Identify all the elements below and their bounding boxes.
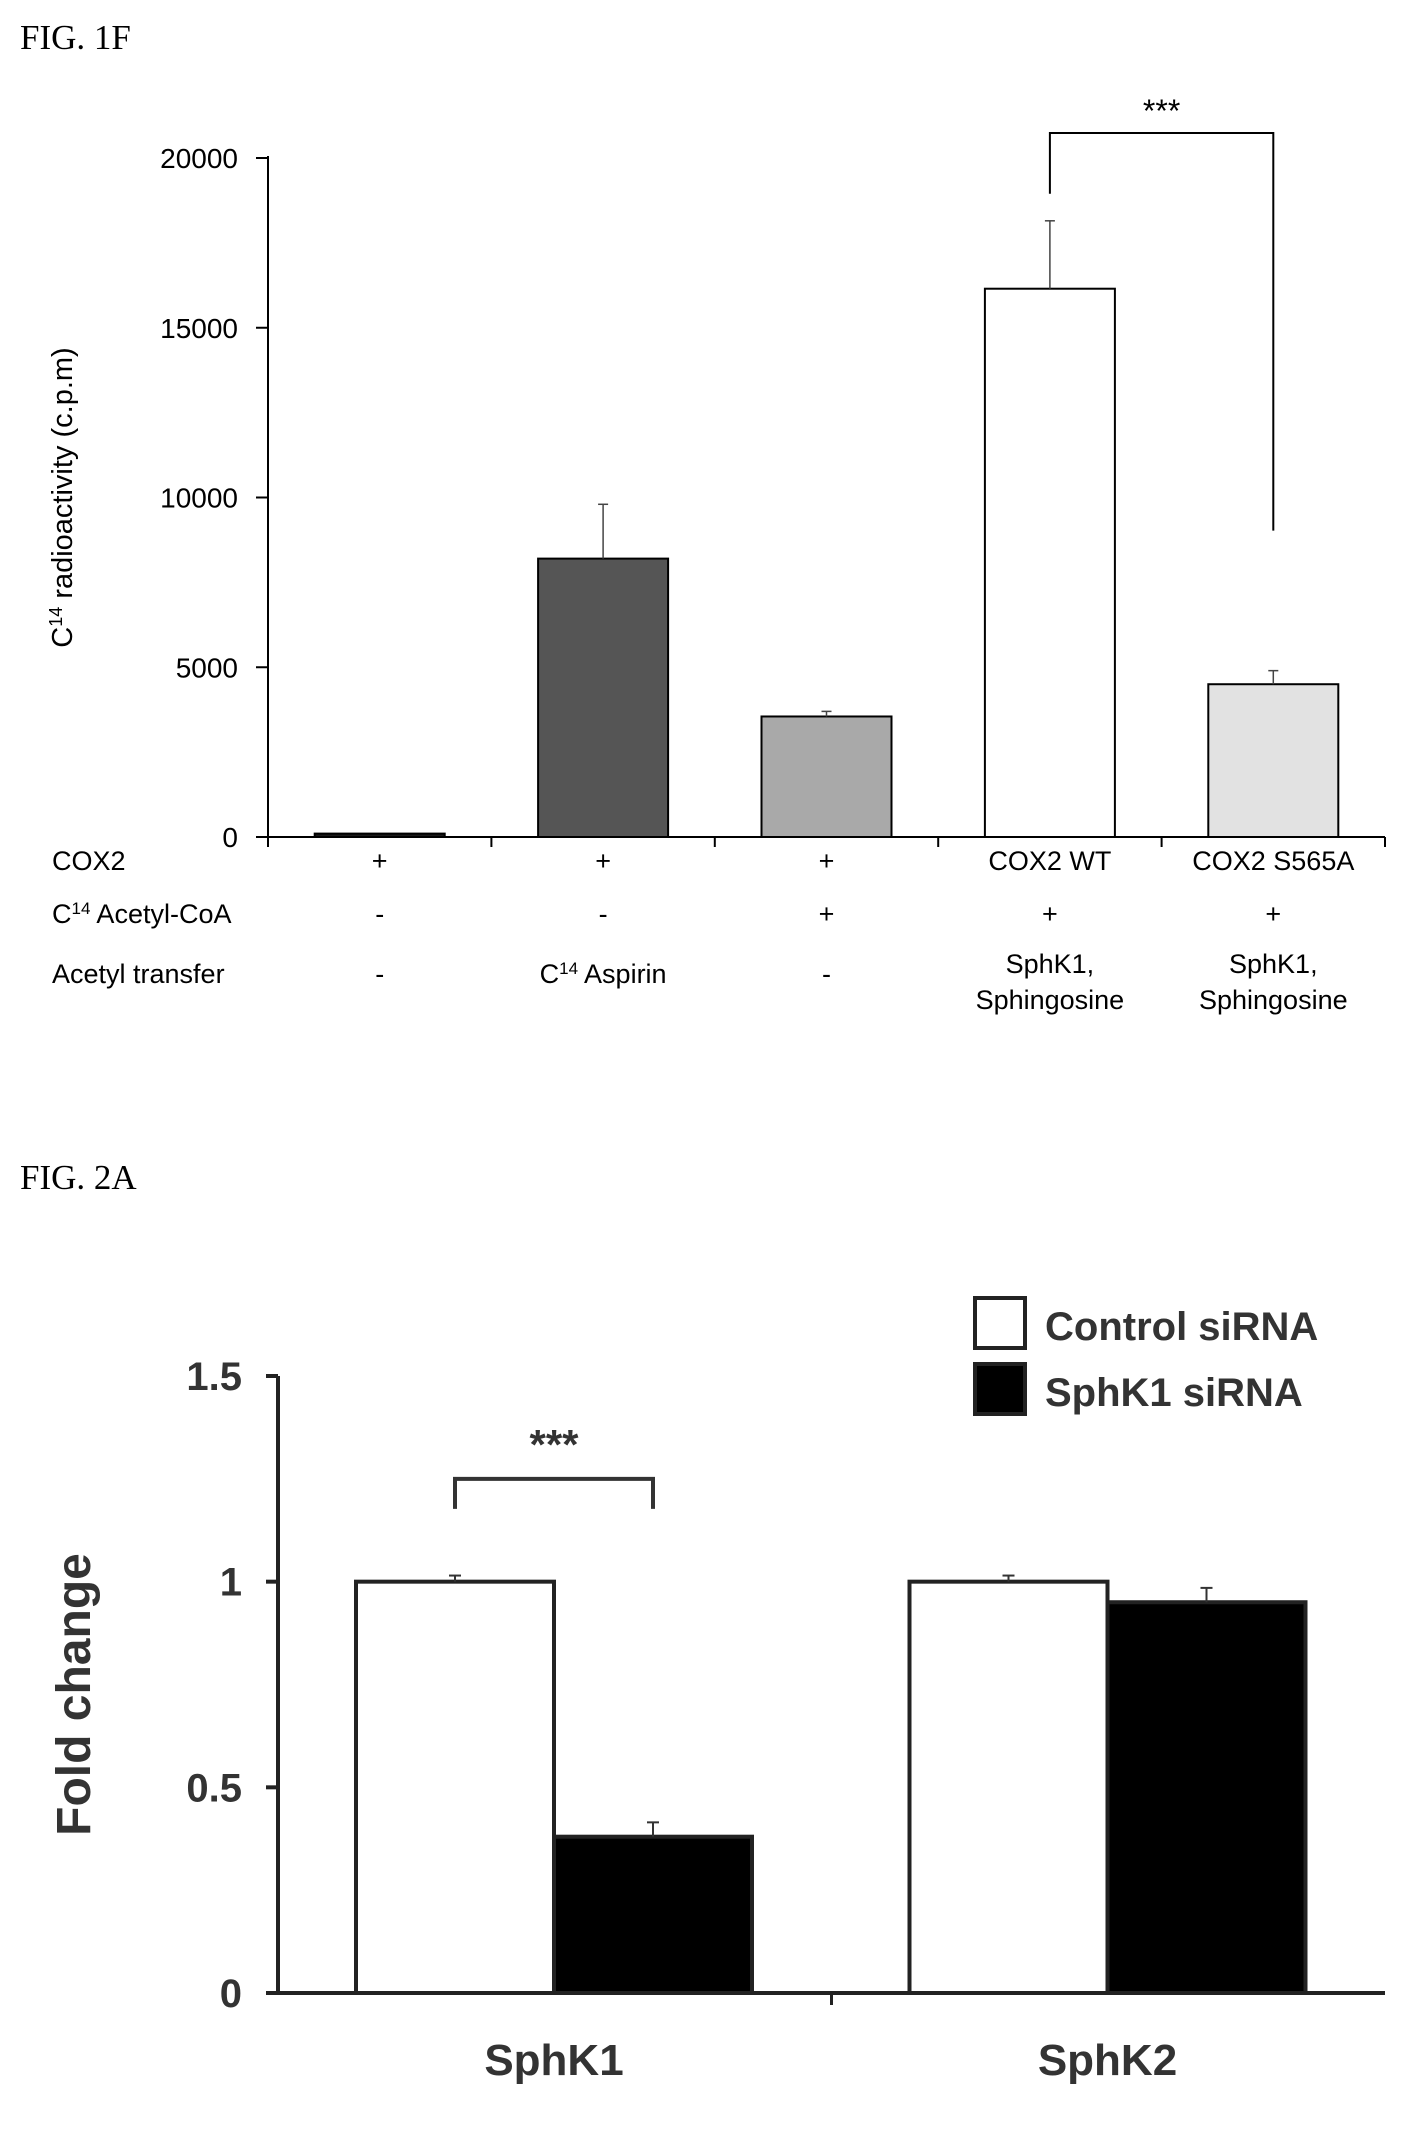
fig1f-chart: 0 5000 10000 15000 20000 C14 radioactivity (c… <box>46 93 1386 1015</box>
y-tick-label: 1.5 <box>186 1355 242 1399</box>
y-tick-label: 10000 <box>160 483 238 514</box>
acetyl-transfer-cell: SphK1, Sphingosine <box>976 949 1125 1015</box>
acetyl-transfer-cell: - <box>375 959 384 989</box>
acetyl-transfer-cell: C14 Aspirin <box>540 959 667 990</box>
y-axis-label: C14 radioactivity (c.p.m) <box>46 347 79 647</box>
cox2-cell: COX2 WT <box>988 846 1111 876</box>
fig2a-chart: 0 0.5 1 1.5 Fold change SphK1 SphK2 *** Control … <box>48 1296 1385 2085</box>
bar-1 <box>313 832 446 838</box>
x-tick-label: SphK2 <box>1038 2036 1177 2085</box>
y-tick-label: 0 <box>222 822 238 853</box>
legend-label-control: Control siRNA <box>1045 1305 1318 1349</box>
acetyl-coa-cell: + <box>819 899 835 929</box>
bar-4 <box>983 287 1116 838</box>
significance-bracket <box>453 1476 655 1509</box>
acetyl-transfer-cell: - <box>822 959 831 989</box>
y-tick-label: 5000 <box>176 652 238 683</box>
cox2-cell: COX2 S565A <box>1192 846 1354 876</box>
bar-sphk1-control <box>354 1579 556 1995</box>
acetyl-coa-cell: + <box>1042 899 1058 929</box>
legend-swatch-sphk1-sirna <box>973 1362 1027 1416</box>
y-tick-label: 15000 <box>160 313 238 344</box>
cox2-cell: + <box>372 846 388 876</box>
cox2-cell: + <box>819 846 835 876</box>
legend-label-sphk1-sirna: SphK1 siRNA <box>1045 1371 1303 1415</box>
legend-swatch-control <box>973 1296 1027 1350</box>
acetyl-coa-cell: - <box>375 899 384 929</box>
figure-2a-label: FIG. 2A <box>20 1158 137 1197</box>
significance-bracket <box>1048 132 1275 531</box>
acetyl-transfer-cell: SphK1, Sphingosine <box>1199 949 1348 1015</box>
y-tick-label: 0 <box>220 1972 242 2016</box>
acetyl-coa-cell: + <box>1265 899 1281 929</box>
bar-2 <box>537 557 670 838</box>
y-tick-label: 0.5 <box>186 1766 242 1810</box>
y-axis-label: Fold change <box>48 1553 101 1836</box>
bar-5 <box>1207 683 1340 838</box>
figure-1f-label: FIG. 1F <box>20 18 131 57</box>
bar-sphk2-control <box>907 1579 1110 1995</box>
row-label-cox2: COX2 <box>52 846 126 876</box>
significance-stars: *** <box>1143 93 1180 129</box>
x-tick-label: SphK1 <box>484 2036 623 2085</box>
acetyl-coa-cell: - <box>599 899 608 929</box>
bar-sphk1-sphk1-sirna <box>552 1834 754 1996</box>
y-tick-label: 1 <box>220 1561 242 1605</box>
bar-3 <box>760 715 893 838</box>
row-label-acetyl-transfer: Acetyl transfer <box>52 959 225 989</box>
bar-sphk2-sphk1-sirna <box>1105 1600 1308 1995</box>
row-label-acetyl-coa: C14 Acetyl-CoA <box>52 899 231 930</box>
significance-stars: *** <box>529 1421 579 1468</box>
y-tick-label: 20000 <box>160 143 238 174</box>
cox2-cell: + <box>595 846 611 876</box>
